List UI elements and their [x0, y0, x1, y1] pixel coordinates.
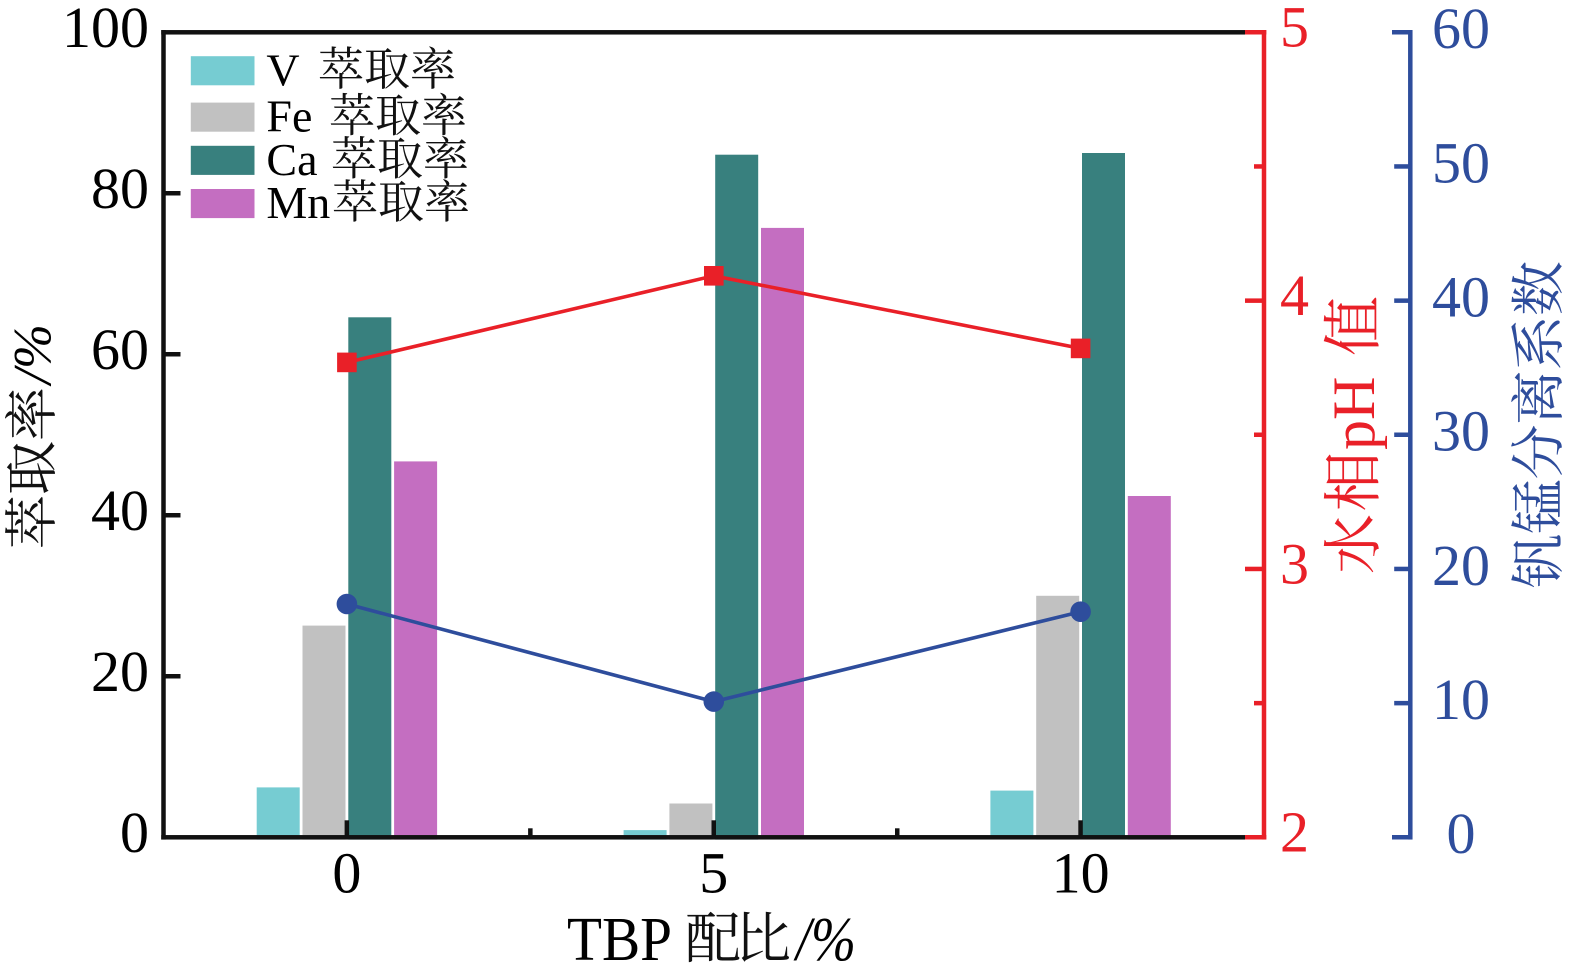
- svg-text:30: 30: [1432, 399, 1490, 464]
- svg-text:20: 20: [91, 639, 149, 704]
- svg-text:50: 50: [1432, 130, 1490, 195]
- svg-text:Fe: Fe: [266, 91, 312, 142]
- svg-text:10: 10: [1052, 841, 1110, 906]
- svg-text:20: 20: [1432, 533, 1490, 598]
- svg-text:40: 40: [1432, 264, 1490, 329]
- svg-text:4: 4: [1280, 263, 1309, 328]
- svg-text:Mn: Mn: [266, 177, 330, 228]
- svg-text:80: 80: [91, 156, 149, 221]
- svg-text:pH: pH: [1321, 377, 1387, 450]
- svg-text:Ca: Ca: [266, 134, 317, 185]
- svg-text:60: 60: [91, 317, 149, 382]
- svg-text:40: 40: [91, 478, 149, 543]
- svg-text:V: V: [266, 44, 299, 95]
- svg-text:/%: /%: [793, 906, 856, 973]
- svg-text:5: 5: [1280, 0, 1309, 60]
- svg-text:5: 5: [699, 841, 728, 906]
- svg-text:0: 0: [1447, 801, 1476, 866]
- svg-text:/%: /%: [3, 324, 63, 387]
- svg-text:10: 10: [1432, 667, 1490, 732]
- svg-text:100: 100: [62, 0, 149, 60]
- svg-text:TBP: TBP: [567, 906, 672, 973]
- svg-text:2: 2: [1280, 800, 1309, 865]
- svg-text:0: 0: [120, 800, 149, 865]
- svg-text:60: 60: [1432, 0, 1490, 61]
- svg-text:0: 0: [332, 841, 361, 906]
- svg-text:3: 3: [1280, 531, 1309, 596]
